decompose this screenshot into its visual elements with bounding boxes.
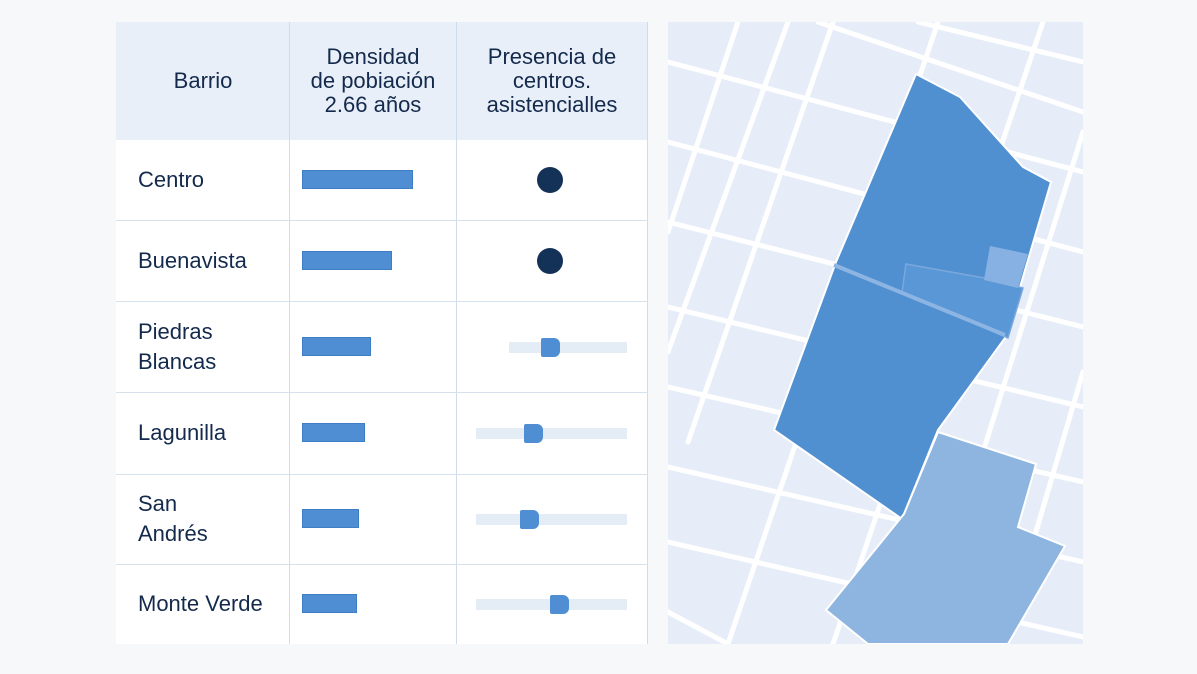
zone-piedras-blancas xyxy=(824,430,1067,644)
header-densidad-line: 2.66 años xyxy=(324,92,422,118)
presence-slider-handle xyxy=(550,595,569,614)
row-divider xyxy=(116,564,648,565)
density-bar xyxy=(302,509,359,528)
presence-dot xyxy=(537,247,563,274)
header-barrio-label: Barrio xyxy=(173,67,233,93)
barrio-name-line: Blancas xyxy=(138,348,217,374)
header-densidad: Densidad de pobiación 2.66 años xyxy=(290,22,456,140)
barrio-name: Centro xyxy=(138,140,298,220)
row-divider xyxy=(116,474,648,475)
density-bar xyxy=(302,423,365,442)
barrio-name-line: Centro xyxy=(138,167,205,192)
header-presencia-line: Presencia de xyxy=(487,43,617,69)
row-divider xyxy=(116,301,648,302)
column-divider xyxy=(289,22,290,644)
column-divider xyxy=(647,22,648,644)
row-divider xyxy=(116,220,648,221)
map-canvas xyxy=(668,22,1083,644)
presence-dot xyxy=(537,167,563,193)
row-divider xyxy=(116,392,648,393)
header-presencia: Presencia de centros. asistencialles xyxy=(456,22,648,140)
header-densidad-line: de pobiación xyxy=(310,67,436,93)
density-bar xyxy=(302,250,392,270)
zone-small xyxy=(984,246,1028,288)
presence-slider-handle xyxy=(520,510,539,529)
neighborhood-map xyxy=(668,22,1083,644)
presence-slider-track xyxy=(476,514,627,525)
barrio-name: Lagunilla xyxy=(138,392,298,474)
barrio-name: San Andrés xyxy=(138,474,298,564)
density-bar xyxy=(302,336,371,356)
barrio-name: Monte Verde xyxy=(138,564,298,644)
barrio-name-line: San xyxy=(138,491,178,516)
header-densidad-line: Densidad xyxy=(326,43,420,69)
density-bar xyxy=(302,594,357,613)
header-presencia-line: asistencialles xyxy=(486,92,618,118)
table-header xyxy=(116,22,648,140)
density-bar xyxy=(302,170,413,189)
presence-slider-track xyxy=(509,341,627,353)
presence-slider-handle xyxy=(541,337,560,357)
zone-divider xyxy=(833,263,1006,337)
header-presencia-line: centros. xyxy=(512,67,592,93)
barrio-name-line: Buenavista xyxy=(138,247,247,273)
presence-slider-track xyxy=(476,428,627,439)
density-table: Barrio Densidad de pobiación 2.66 años P… xyxy=(116,22,648,644)
barrio-name: Buenavista xyxy=(138,220,298,301)
barrio-name-line: Piedras xyxy=(138,318,213,344)
barrio-name-line: Monte Verde xyxy=(138,591,263,616)
presence-slider-handle xyxy=(524,424,543,443)
header-barrio: Barrio xyxy=(116,22,290,140)
barrio-name: Piedras Blancas xyxy=(138,301,298,392)
column-divider xyxy=(456,22,457,644)
barrio-name-line: Lagunilla xyxy=(138,420,227,445)
barrio-name-line: Andrés xyxy=(138,521,208,546)
zone-buenavista xyxy=(901,263,1024,340)
